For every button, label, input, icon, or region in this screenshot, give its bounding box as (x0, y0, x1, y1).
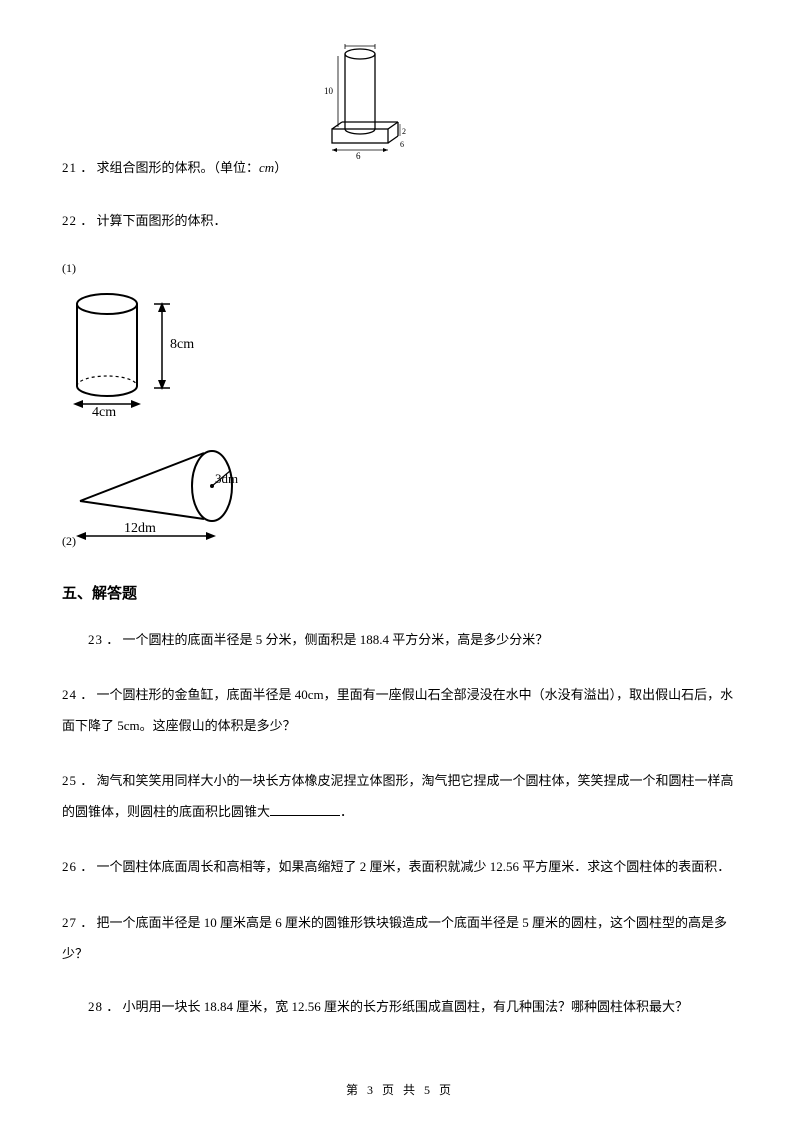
question-text: 淘气和笑笑用同样大小的一块长方体橡皮泥捏立体图形，淘气把它捏成一个圆柱体，笑笑捏… (62, 773, 734, 819)
cylinder-figure: 8cm 4cm (62, 286, 738, 423)
page-footer: 第 3 页 共 5 页 (0, 1081, 800, 1100)
question-24: 24 ． 一个圆柱形的金鱼缸，底面半径是 40cm，里面有一座假山石全部浸没在水… (62, 679, 738, 741)
question-26: 26 ． 一个圆柱体底面周长和高相等，如果高缩短了 2 厘米，表面积就减少 12… (62, 851, 738, 882)
sub-question-1: (1) (62, 259, 738, 278)
question-text: 一个圆柱形的金鱼缸，底面半径是 40cm，里面有一座假山石全部浸没在水中（水没有… (62, 687, 733, 733)
section-heading-5: 五、解答题 (62, 582, 738, 606)
dim-box-width: 6 (356, 151, 361, 161)
question-text: 小明用一块长 18.84 厘米，宽 12.56 厘米的长方形纸围成直圆柱，有几种… (123, 999, 689, 1014)
question-25: 25 ． 淘气和笑笑用同样大小的一块长方体橡皮泥捏立体图形，淘气把它捏成一个圆柱… (62, 765, 738, 827)
unit-cm: cm (259, 160, 274, 175)
dim-cyl-h: 8cm (170, 337, 194, 352)
dim-cyl-d: 4cm (92, 405, 116, 416)
question-text: 计算下面图形的体积． (97, 213, 227, 228)
question-23: 23 ． 一个圆柱的底面半径是 5 分米，侧面积是 188.4 平方分米，高是多… (62, 626, 738, 655)
dim-cone-r: 3dm (215, 471, 238, 486)
question-number: 26 (62, 859, 77, 874)
dim-top-width: 4 (358, 44, 363, 45)
question-text: 一个圆柱体底面周长和高相等，如果高缩短了 2 厘米，表面积就减少 12.56 平… (97, 859, 731, 874)
question-number: 28 (88, 999, 103, 1014)
cone-figure: 3dm 12dm (2) (62, 441, 738, 558)
question-text: 求组合图形的体积。（单位： (97, 160, 260, 175)
question-number: 25 (62, 773, 77, 788)
question-number: 27 (62, 915, 77, 930)
question-27: 27 ． 把一个底面半径是 10 厘米高是 6 厘米的圆锥形铁块锻造成一个底面半… (62, 907, 738, 969)
dim-box-depth: 6 (400, 140, 404, 149)
question-text: 一个圆柱的底面半径是 5 分米，侧面积是 188.4 平方分米，高是多少分米？ (123, 632, 549, 647)
question-number: 23 (88, 632, 103, 647)
question-number: 21 (62, 160, 77, 175)
question-text: 把一个底面半径是 10 厘米高是 6 厘米的圆锥形铁块锻造成一个底面半径是 5 … (62, 915, 727, 961)
question-28: 28 ． 小明用一块长 18.84 厘米，宽 12.56 厘米的长方形纸围成直圆… (62, 993, 738, 1022)
question-22: 22 ． 计算下面图形的体积． (62, 207, 738, 236)
question-21: 4 10 2 6 6 21 ． 求组合图形的体积。（单位：cm） (62, 154, 738, 183)
question-number: 22 (62, 213, 77, 228)
dim-cyl-height: 10 (324, 86, 334, 96)
dim-cone-l: 12dm (124, 521, 156, 536)
composite-figure: 4 10 2 6 6 (310, 44, 420, 164)
dim-box-height: 2 (402, 127, 406, 136)
question-number: 24 (62, 687, 77, 702)
sub-question-2: (2) (62, 534, 76, 548)
fill-blank[interactable] (270, 803, 340, 816)
